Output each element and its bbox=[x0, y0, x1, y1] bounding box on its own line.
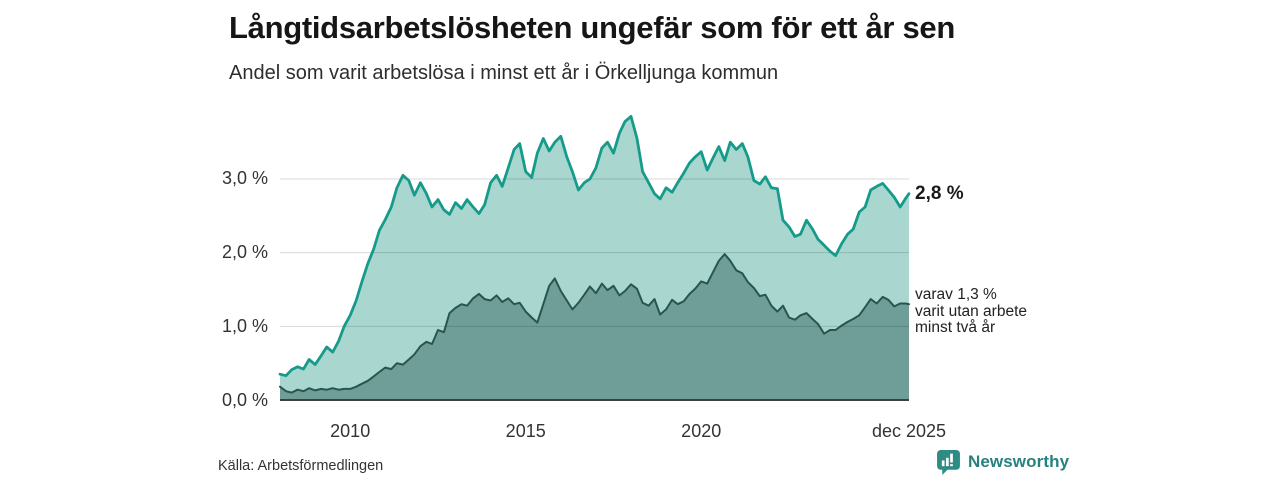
subset-annotation-line-1: varav 1,3 % bbox=[915, 286, 997, 303]
bar-3-exclamation bbox=[950, 453, 953, 463]
source-credit: Källa: Arbetsförmedlingen bbox=[218, 458, 384, 474]
newsworthy-brand: Newsworthy bbox=[936, 449, 1069, 475]
x-tick-dec-2025: dec 2025 bbox=[871, 421, 947, 441]
two-year-area bbox=[280, 254, 909, 400]
x-tick-2015: 2015 bbox=[505, 421, 546, 441]
x-tick-2010: 2010 bbox=[330, 421, 371, 441]
subset-end-annotation: varav 1,3 % varit utan arbete minst två … bbox=[915, 286, 1028, 337]
bar-1 bbox=[941, 460, 945, 467]
y-tick-3: 3,0 % bbox=[221, 168, 268, 189]
total-end-value-label: 2,8 % bbox=[915, 183, 964, 204]
brand-name: Newsworthy bbox=[968, 452, 1070, 471]
subset-annotation-line-2: varit utan arbete bbox=[915, 302, 1028, 320]
y-tick-1: 1,0 % bbox=[221, 315, 268, 336]
x-tick-2020: 2020 bbox=[681, 421, 722, 441]
y-tick-0: 0,0 % bbox=[221, 389, 268, 410]
exclamation-dot bbox=[950, 464, 953, 467]
newsworthy-logo-icon bbox=[937, 450, 960, 475]
subset-annotation-line-3: minst två år bbox=[915, 319, 996, 336]
chart-subtitle: Andel som varit arbetslösa i minst ett å… bbox=[229, 62, 779, 84]
bar-2 bbox=[946, 457, 949, 467]
gridlines bbox=[280, 178, 909, 327]
page-title: Långtidsarbetslösheten ungefär som för e… bbox=[229, 10, 956, 45]
total-line bbox=[278, 115, 911, 378]
y-tick-2: 2,0 % bbox=[221, 242, 268, 263]
two-year-line bbox=[279, 253, 910, 394]
